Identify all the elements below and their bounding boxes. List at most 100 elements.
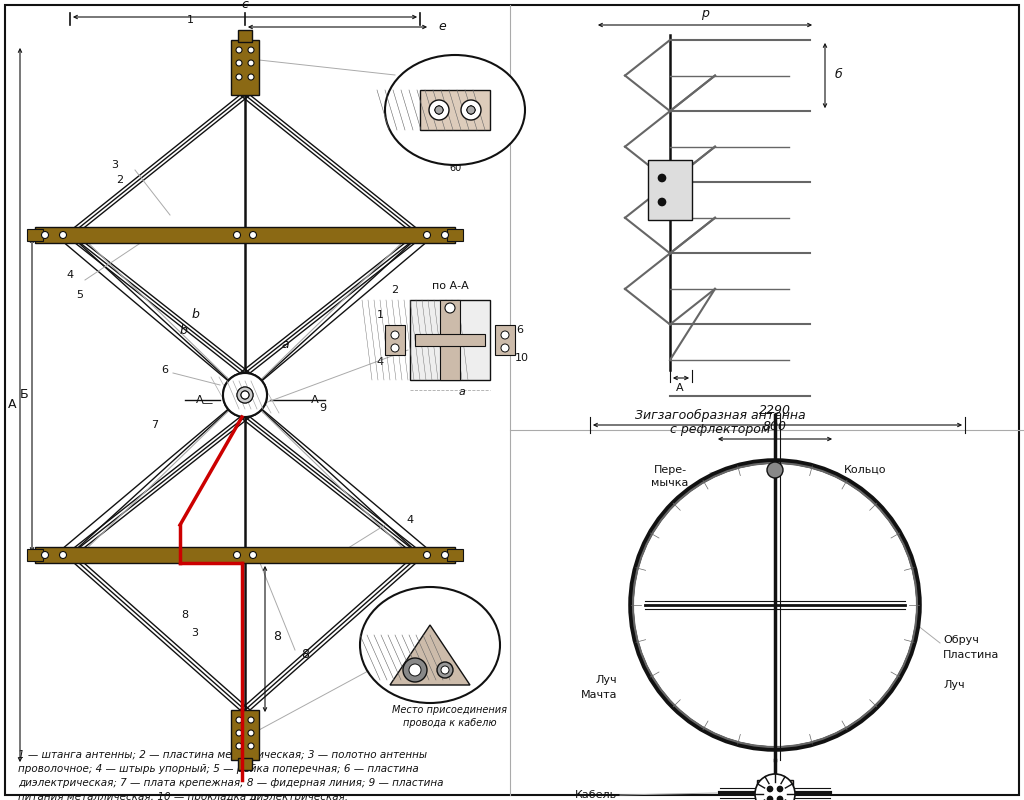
- Circle shape: [42, 231, 48, 238]
- Circle shape: [223, 373, 267, 417]
- Text: Мачта: Мачта: [581, 690, 617, 700]
- Circle shape: [501, 344, 509, 352]
- Bar: [440, 300, 460, 380]
- Circle shape: [223, 373, 267, 417]
- Circle shape: [461, 100, 481, 120]
- Text: Кабель: Кабель: [574, 790, 617, 800]
- Circle shape: [59, 551, 67, 558]
- Bar: [27, 549, 43, 561]
- Text: Место присоединения: Место присоединения: [392, 705, 508, 715]
- Text: 1: 1: [377, 310, 384, 320]
- Circle shape: [435, 106, 443, 114]
- Circle shape: [441, 551, 449, 558]
- Text: 1 — штанга антенны; 2 — пластина металлическая; 3 — полотно антенны: 1 — штанга антенны; 2 — пластина металли…: [18, 750, 427, 760]
- Circle shape: [403, 658, 427, 682]
- Circle shape: [437, 662, 453, 678]
- Circle shape: [391, 331, 399, 339]
- Polygon shape: [390, 625, 470, 685]
- Text: a: a: [282, 338, 289, 351]
- Circle shape: [429, 100, 449, 120]
- Bar: [420, 90, 490, 130]
- Text: проволочное; 4 — штырь упорный; 5 — рейка поперечная; 6 — пластина: проволочное; 4 — штырь упорный; 5 — рейк…: [18, 764, 419, 774]
- Circle shape: [391, 344, 399, 352]
- Circle shape: [441, 231, 449, 238]
- Circle shape: [445, 303, 455, 313]
- Text: 5: 5: [77, 290, 84, 300]
- Text: питания металлическая; 10 — прокладка диэлектрическая.: питания металлическая; 10 — прокладка ди…: [18, 792, 348, 800]
- Circle shape: [768, 797, 772, 800]
- Bar: [410, 300, 490, 380]
- Text: g: g: [476, 610, 483, 620]
- Text: Зигзагообразная антенна: Зигзагообразная антенна: [635, 409, 805, 422]
- Circle shape: [467, 106, 475, 114]
- Circle shape: [233, 231, 241, 238]
- Bar: [757, 780, 793, 800]
- Circle shape: [250, 551, 256, 558]
- Bar: [27, 229, 43, 241]
- Text: 6: 6: [162, 365, 169, 375]
- Circle shape: [777, 786, 782, 791]
- Circle shape: [237, 387, 253, 403]
- Text: 10: 10: [515, 353, 529, 363]
- Bar: [495, 325, 515, 355]
- Text: Кольцо: Кольцо: [844, 465, 886, 475]
- Text: Луч: Луч: [943, 680, 965, 690]
- Text: 60: 60: [449, 163, 461, 173]
- Circle shape: [248, 730, 254, 736]
- Circle shape: [501, 331, 509, 339]
- Text: 2: 2: [386, 605, 393, 615]
- Text: 2290: 2290: [759, 405, 791, 418]
- Text: 8: 8: [181, 610, 188, 620]
- Circle shape: [768, 786, 772, 791]
- Bar: [648, 160, 692, 220]
- Circle shape: [777, 797, 782, 800]
- Circle shape: [631, 461, 919, 749]
- Text: a: a: [459, 387, 466, 397]
- Bar: [238, 758, 252, 770]
- Text: 2: 2: [391, 285, 398, 295]
- Text: А: А: [676, 383, 684, 393]
- Text: E: E: [386, 635, 393, 645]
- Circle shape: [424, 231, 430, 238]
- Bar: [231, 40, 259, 95]
- Bar: [385, 325, 406, 355]
- Text: 8: 8: [301, 649, 309, 662]
- Text: Луч: Луч: [595, 675, 617, 685]
- Text: провода к кабелю: провода к кабелю: [403, 718, 497, 728]
- Text: —: —: [202, 398, 213, 408]
- Text: 4: 4: [67, 270, 74, 280]
- Circle shape: [435, 106, 443, 114]
- Text: b: b: [191, 309, 199, 322]
- Circle shape: [409, 664, 421, 676]
- Circle shape: [236, 60, 242, 66]
- Text: 9: 9: [319, 403, 327, 413]
- Circle shape: [435, 106, 443, 114]
- Circle shape: [755, 774, 795, 800]
- Bar: [231, 710, 259, 760]
- Circle shape: [639, 469, 911, 741]
- Circle shape: [467, 106, 475, 114]
- Text: р: р: [701, 6, 709, 19]
- Circle shape: [424, 551, 430, 558]
- Bar: [447, 229, 463, 241]
- Circle shape: [236, 730, 242, 736]
- Circle shape: [241, 391, 249, 399]
- Circle shape: [248, 743, 254, 749]
- Text: Обруч: Обруч: [943, 635, 979, 645]
- Text: 1: 1: [186, 15, 194, 25]
- Bar: [35, 227, 455, 243]
- Text: 6: 6: [516, 325, 523, 335]
- Text: 30: 30: [449, 150, 461, 160]
- Text: 4: 4: [407, 515, 414, 525]
- Circle shape: [658, 174, 666, 182]
- Circle shape: [233, 551, 241, 558]
- Text: 8: 8: [273, 630, 281, 643]
- Text: 800: 800: [763, 421, 787, 434]
- Text: 7: 7: [152, 420, 159, 430]
- Circle shape: [248, 47, 254, 53]
- Text: по А-А: по А-А: [432, 281, 468, 291]
- Circle shape: [658, 198, 666, 206]
- Circle shape: [236, 47, 242, 53]
- Ellipse shape: [360, 587, 500, 703]
- Circle shape: [42, 551, 48, 558]
